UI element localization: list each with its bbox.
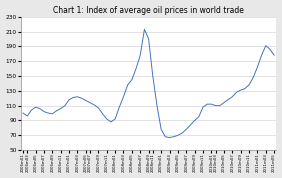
Title: Chart 1: Index of average oil prices in world trade: Chart 1: Index of average oil prices in … bbox=[53, 6, 244, 15]
